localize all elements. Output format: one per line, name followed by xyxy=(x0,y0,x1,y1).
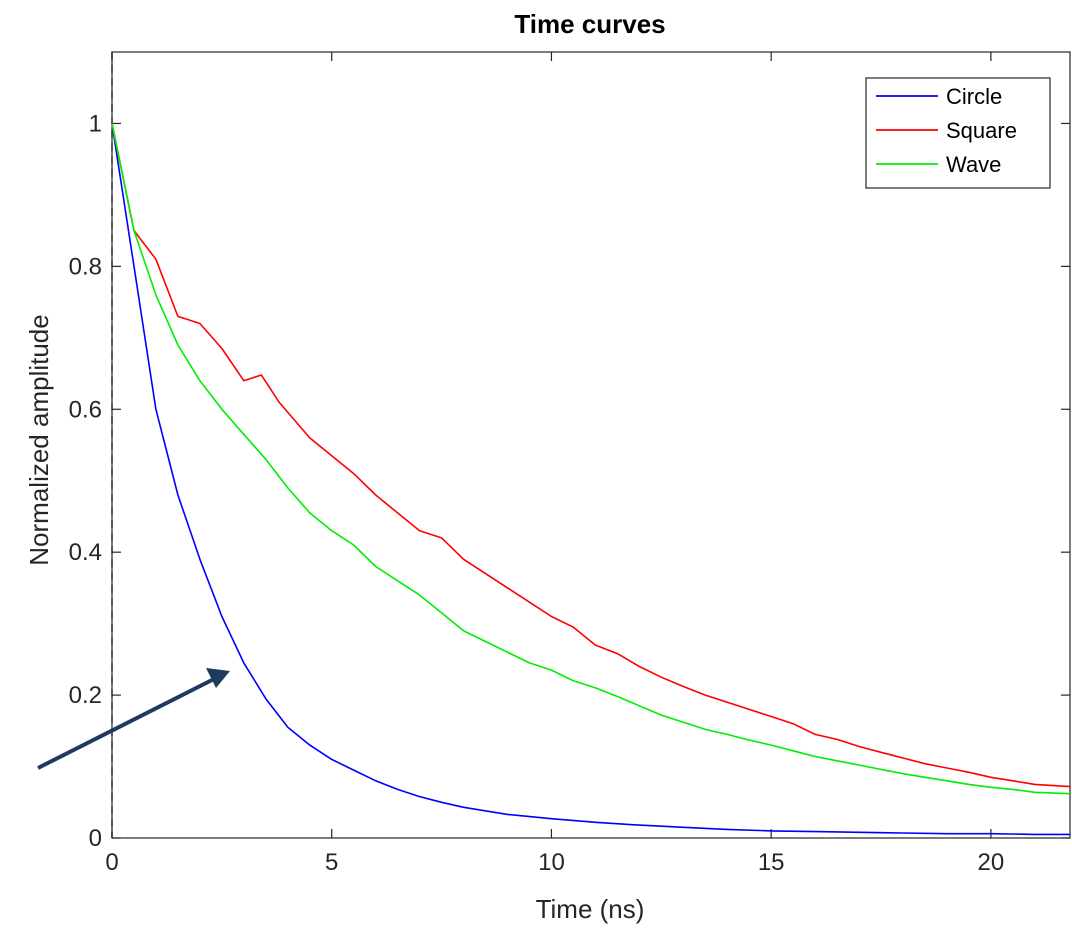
chart-title: Time curves xyxy=(514,9,665,39)
legend-label-square: Square xyxy=(946,118,1017,143)
x-tick-label: 0 xyxy=(105,849,118,876)
x-tick-label: 10 xyxy=(538,849,565,876)
x-tick-label: 15 xyxy=(758,849,785,876)
x-tick-label: 5 xyxy=(325,849,338,876)
legend-label-circle: Circle xyxy=(946,84,1002,109)
series-line-square xyxy=(111,123,1071,788)
plot-area: 0 5 10 15 20 0 0.2 0.4 0.6 0.8 1 xyxy=(69,51,1071,876)
legend-label-wave: Wave xyxy=(946,152,1001,177)
annotation-arrow xyxy=(37,668,230,770)
y-tick-label: 0 xyxy=(89,825,102,852)
x-axis-label: Time (ns) xyxy=(536,894,645,924)
annotation-arrow-line xyxy=(37,676,217,770)
y-tick-label: 0.6 xyxy=(69,396,102,423)
x-tick-label: 20 xyxy=(978,849,1005,876)
y-tick-label: 0.4 xyxy=(69,539,102,566)
y-tick-label: 0.2 xyxy=(69,682,102,709)
series-line-wave xyxy=(111,123,1071,795)
series-line-circle xyxy=(111,123,1070,836)
y-tick-label: 0.8 xyxy=(69,253,102,280)
annotation-arrow-head xyxy=(206,668,230,688)
y-axis-label: Normalized amplitude xyxy=(24,314,54,565)
legend: Circle Square Wave xyxy=(865,77,1051,189)
y-tick-label: 1 xyxy=(89,110,102,137)
